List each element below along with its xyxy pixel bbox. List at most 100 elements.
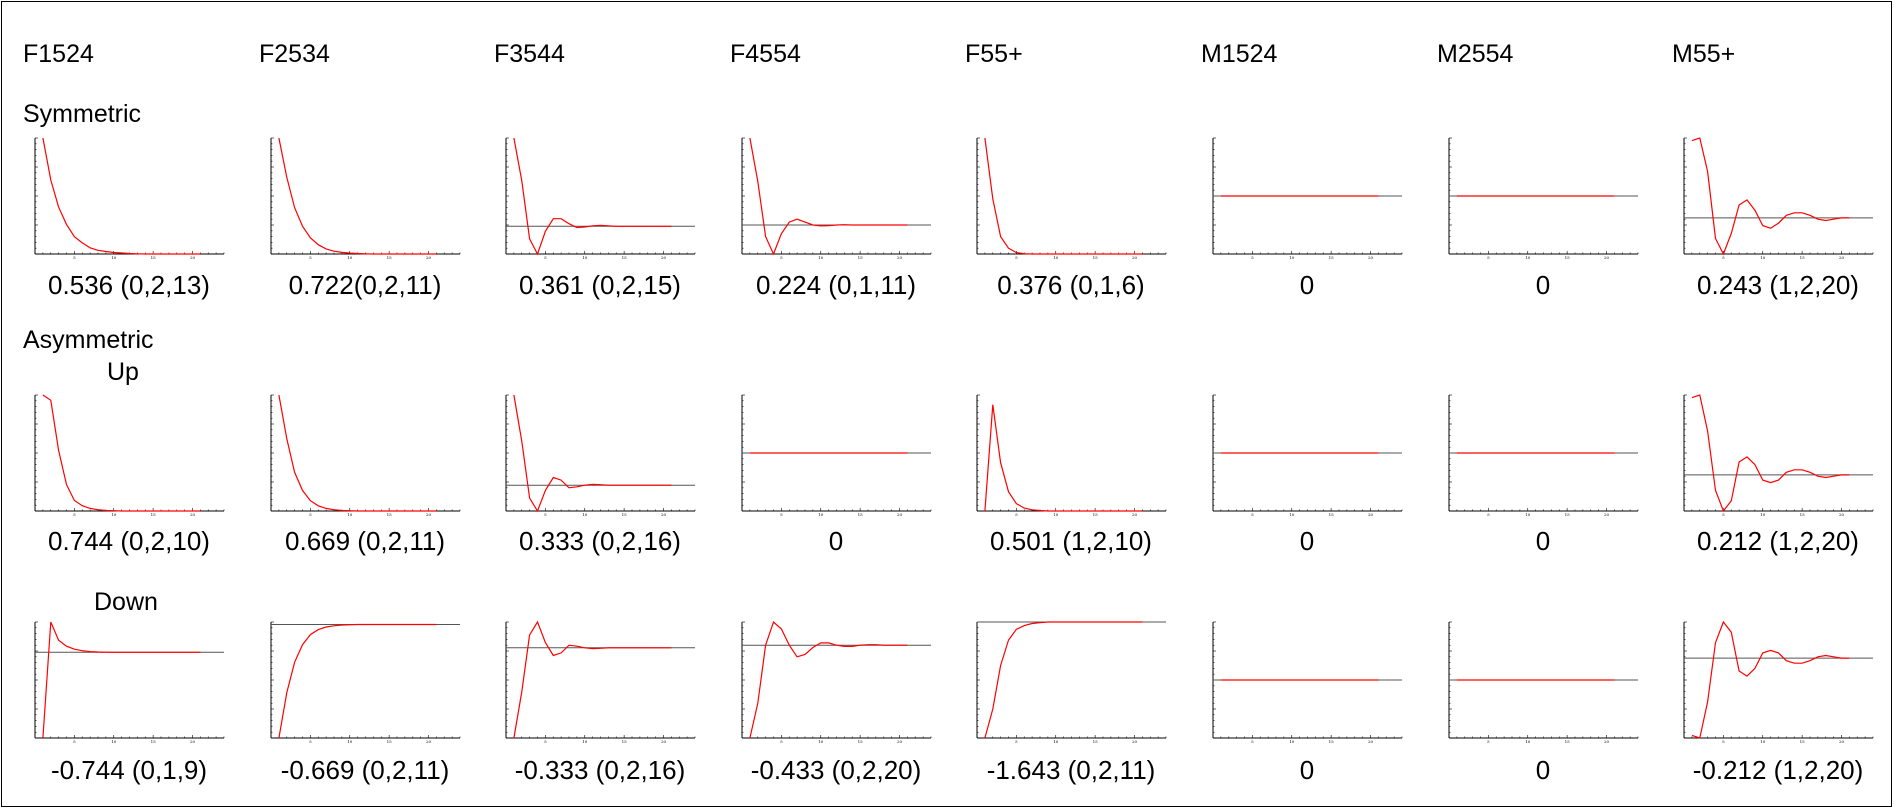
response-line: [1691, 620, 1850, 739]
x-tick-label: 10: [1760, 255, 1766, 260]
panel-caption-asymmetric-up-m55plus: 0.212 (1,2,20): [1697, 526, 1859, 556]
x-tick-label: 10: [1289, 255, 1295, 260]
x-tick-label: 15: [151, 739, 157, 744]
x-tick-label: 15: [1093, 739, 1099, 744]
panel-caption-down-f4554: -0.433 (0,2,20): [750, 755, 922, 785]
x-tick-label: 5: [1251, 739, 1254, 744]
x-tick-label: 5: [544, 512, 547, 517]
response-line: [984, 404, 1143, 512]
x-tick-label: 5: [309, 739, 312, 744]
panel-caption-asymmetric-up-f4554: 0: [828, 526, 844, 556]
x-tick-label: 15: [1565, 255, 1571, 260]
column-header-f4554: F4554: [730, 40, 801, 68]
column-header-f2534: F2534: [259, 40, 330, 68]
panel-caption-asymmetric-up-f3544: 0.333 (0,2,16): [519, 526, 681, 556]
x-tick-label: 5: [309, 255, 312, 260]
x-tick-label: 10: [111, 739, 117, 744]
x-tick-label: 20: [1132, 739, 1138, 744]
x-tick-label: 5: [780, 512, 783, 517]
panel-caption-symmetric-f3544: 0.361 (0,2,15): [519, 270, 681, 300]
x-tick-label: 10: [582, 255, 588, 260]
x-tick-label: 10: [111, 255, 117, 260]
x-tick-label: 5: [1487, 255, 1490, 260]
x-tick-label: 5: [780, 739, 783, 744]
x-tick-label: 15: [1329, 255, 1335, 260]
x-tick-label: 10: [1760, 739, 1766, 744]
x-tick-label: 5: [780, 255, 783, 260]
x-tick-label: 15: [1800, 739, 1806, 744]
panel-symmetric-f4554: 5 10 15 20: [741, 137, 932, 260]
x-tick-label: 20: [661, 512, 667, 517]
response-line: [749, 137, 908, 256]
panel-caption-down-f2534: -0.669 (0,2,11): [280, 755, 450, 785]
panel-caption-down-f3544: -0.333 (0,2,16): [514, 755, 686, 785]
x-tick-label: 20: [1368, 255, 1374, 260]
panel-asymmetric-up-f55plus: 5 10 15 20: [976, 394, 1167, 517]
x-tick-label: 5: [1722, 512, 1725, 517]
x-tick-label: 10: [347, 255, 353, 260]
x-tick-label: 15: [858, 512, 864, 517]
panel-asymmetric-up-f4554: 5 10 15 20: [741, 394, 932, 517]
x-tick-label: 15: [1800, 512, 1806, 517]
x-tick-label: 5: [1015, 739, 1018, 744]
panel-asymmetric-up-m1524: 5 10 15 20: [1212, 394, 1403, 517]
x-tick-label: 5: [1015, 255, 1018, 260]
column-header-f3544: F3544: [494, 40, 565, 68]
x-tick-label: 15: [1565, 512, 1571, 517]
x-tick-label: 20: [426, 512, 432, 517]
panel-down-m2554: 5 10 15 20: [1448, 621, 1639, 744]
panel-down-m55plus: 5 10 15 20: [1683, 620, 1874, 744]
x-tick-label: 10: [818, 739, 824, 744]
panel-symmetric-m55plus: 5 10 15 20: [1683, 137, 1874, 260]
response-line: [1691, 394, 1850, 513]
response-line: [278, 137, 437, 255]
response-line: [278, 394, 437, 512]
panel-caption-symmetric-f2534: 0.722(0,2,11): [288, 270, 442, 300]
x-tick-label: 20: [897, 739, 903, 744]
x-tick-label: 10: [1525, 512, 1531, 517]
x-tick-label: 20: [1604, 512, 1610, 517]
panel-caption-symmetric-f55plus: 0.376 (0,1,6): [997, 270, 1145, 300]
x-tick-label: 10: [1053, 739, 1059, 744]
x-tick-label: 20: [661, 255, 667, 260]
x-tick-label: 20: [1839, 739, 1845, 744]
panel-caption-symmetric-f1524: 0.536 (0,2,13): [48, 270, 210, 300]
x-tick-label: 20: [426, 739, 432, 744]
panel-caption-asymmetric-up-m1524: 0: [1299, 526, 1315, 556]
response-line: [513, 620, 672, 739]
panel-caption-down-f55plus: -1.643 (0,2,11): [986, 755, 1156, 785]
x-tick-label: 5: [73, 739, 76, 744]
x-tick-label: 5: [1251, 512, 1254, 517]
x-tick-label: 15: [1800, 255, 1806, 260]
x-tick-label: 20: [1368, 512, 1374, 517]
x-tick-label: 5: [309, 512, 312, 517]
x-tick-label: 15: [1329, 739, 1335, 744]
response-line: [513, 394, 672, 513]
x-tick-label: 10: [1289, 512, 1295, 517]
panel-caption-symmetric-f4554: 0.224 (0,1,11): [756, 270, 916, 300]
x-tick-label: 5: [1722, 739, 1725, 744]
response-line: [42, 394, 201, 512]
x-tick-label: 10: [1525, 255, 1531, 260]
response-line: [1691, 137, 1850, 256]
panel-caption-symmetric-m2554: 0: [1535, 270, 1551, 300]
x-tick-label: 10: [582, 512, 588, 517]
x-tick-label: 15: [622, 739, 628, 744]
column-header-m55plus: M55+: [1672, 40, 1736, 68]
row-label-up: Up: [107, 358, 139, 386]
panel-caption-symmetric-m55plus: 0.243 (1,2,20): [1697, 270, 1859, 300]
x-tick-label: 15: [1093, 255, 1099, 260]
panel-caption-asymmetric-up-f2534: 0.669 (0,2,11): [285, 526, 445, 556]
panel-symmetric-f1524: 5 10 15 20: [34, 137, 225, 260]
response-line: [42, 621, 201, 739]
panel-down-f3544: 5 10 15 20: [505, 620, 696, 744]
panel-caption-down-m1524: 0: [1299, 755, 1315, 785]
column-header-f55plus: F55+: [965, 40, 1023, 68]
x-tick-label: 5: [1487, 739, 1490, 744]
x-tick-label: 10: [1760, 512, 1766, 517]
panel-asymmetric-up-f2534: 5 10 15 20: [270, 394, 461, 517]
panel-asymmetric-up-m2554: 5 10 15 20: [1448, 394, 1639, 517]
x-tick-label: 10: [1053, 255, 1059, 260]
panel-symmetric-f55plus: 5 10 15 20: [976, 137, 1167, 260]
x-tick-label: 5: [544, 739, 547, 744]
